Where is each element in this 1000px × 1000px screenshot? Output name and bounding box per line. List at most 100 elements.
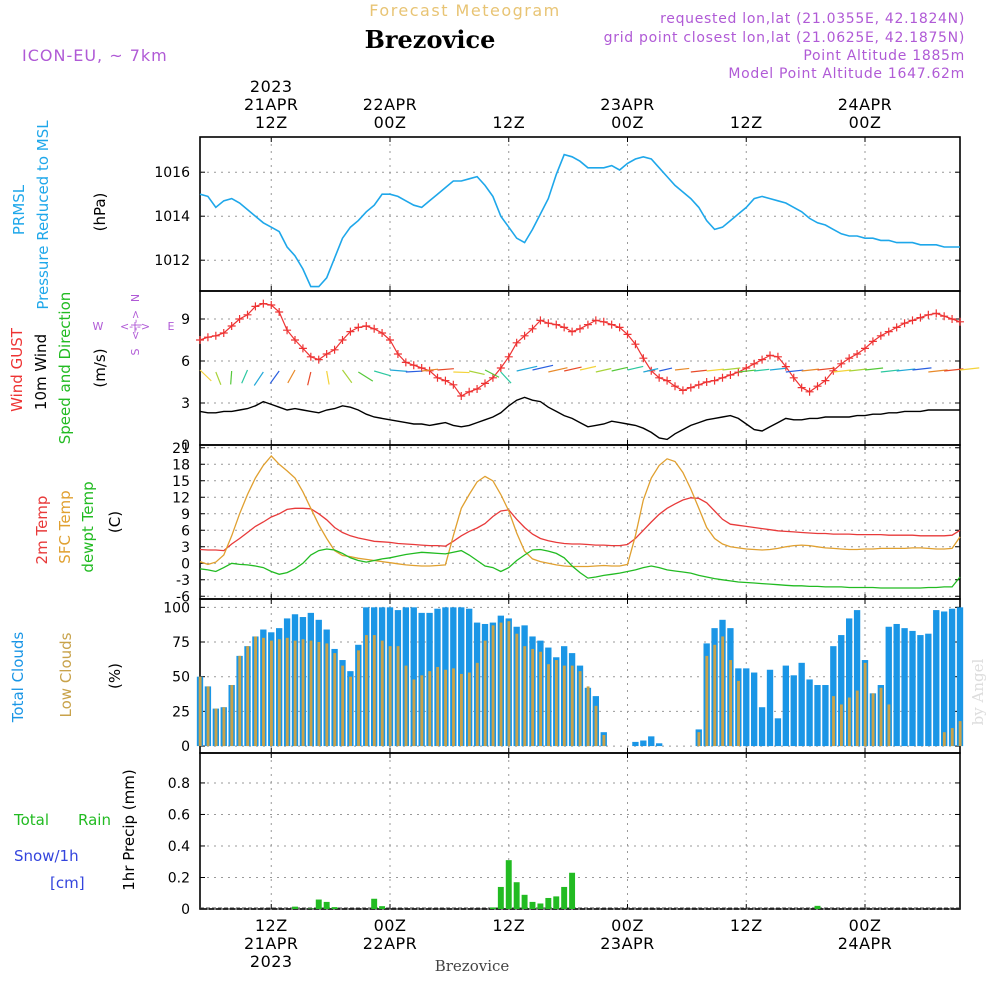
- y-tick-label: 0: [181, 556, 190, 572]
- gust-point: [496, 364, 505, 372]
- gust-point: [401, 358, 410, 367]
- y-tick-label: 15: [172, 474, 190, 490]
- total-cloud-bar: [743, 668, 750, 747]
- bottom-time-label: 24APR: [838, 934, 893, 953]
- rain-bar: [489, 907, 496, 909]
- low-cloud-bar: [325, 643, 329, 747]
- wind-direction-arrow: [241, 369, 249, 384]
- precip-panel: 0 0.2 0.4 0.6 0.8: [168, 752, 961, 918]
- gust-point: [378, 329, 387, 337]
- top-time-label: 22APR: [363, 95, 418, 114]
- panel-frame: [199, 136, 961, 292]
- low-cloud-bar: [950, 728, 954, 747]
- low-cloud-bar: [475, 662, 479, 747]
- gust-point: [520, 331, 529, 340]
- prmsl-label: PRMSL: [10, 184, 28, 235]
- sfc-temp-label: SFC Temp: [56, 490, 74, 563]
- wind-direction-arrow: [358, 371, 374, 382]
- gust-point: [306, 352, 315, 361]
- cloud-unit: (%): [106, 663, 124, 689]
- wind10m-label: 10m Wind: [32, 334, 50, 410]
- wind-speed-dir-label: Speed and Direction: [56, 292, 74, 445]
- total-cloud-bar: [846, 618, 853, 747]
- panel-frame: [199, 444, 961, 600]
- gust-point: [330, 345, 339, 354]
- gust-point: [940, 312, 949, 321]
- gust-point: [631, 340, 640, 349]
- rain-bar: [513, 882, 520, 909]
- low-cloud-bar: [404, 665, 408, 747]
- gust-point: [536, 316, 545, 325]
- gust-point: [892, 323, 901, 332]
- gust-point: [758, 355, 767, 364]
- y-tick-label: 25: [172, 704, 190, 720]
- top-time-label: 12Z: [492, 113, 525, 132]
- gust-point: [916, 313, 925, 322]
- rain-bar: [505, 860, 512, 909]
- y-tick-label: 1012: [154, 253, 190, 269]
- wind-direction-arrow: [564, 366, 582, 372]
- gust-point: [203, 333, 212, 342]
- gust-point: [441, 376, 450, 385]
- wind-direction-arrow: [405, 370, 423, 373]
- compass-arrow-ns: <-|->: [129, 310, 142, 340]
- low-cloud-bar: [602, 734, 606, 747]
- gust-point: [512, 338, 521, 347]
- gust-point: [663, 376, 672, 385]
- wind10m-line: [199, 396, 960, 441]
- low-cloud-bar: [206, 686, 210, 747]
- low-cloud-bar: [372, 635, 376, 747]
- sfc-temp-line: [199, 455, 961, 568]
- y-tick-label: 3: [181, 396, 190, 412]
- y-tick-label: -3: [176, 573, 190, 589]
- total-cloud-bar: [648, 736, 655, 747]
- dewpt-label: dewpt Temp: [79, 481, 97, 572]
- wind-direction-arrow: [896, 368, 916, 372]
- rain-bar: [814, 905, 821, 909]
- low-cloud-bar: [277, 639, 281, 747]
- top-time-label: 00Z: [849, 113, 882, 132]
- wind-direction-arrow: [627, 365, 644, 371]
- temp2m-label: 2m Temp: [33, 496, 51, 565]
- location-title: Brezovice: [365, 25, 496, 54]
- bottom-time-label: 22APR: [363, 934, 418, 953]
- rain-bar: [331, 907, 338, 909]
- low-cloud-bar: [396, 646, 400, 747]
- gust-point: [291, 336, 299, 344]
- requested-coords: requested lon,lat (21.0355E, 42.1824N): [660, 11, 965, 27]
- total-cloud-bar: [766, 669, 774, 747]
- gust-point: [370, 324, 379, 333]
- wind-direction-arrow: [230, 370, 233, 385]
- bottom-time-label: 12Z: [255, 916, 288, 935]
- gust-point: [481, 379, 489, 388]
- y-tick-label: 0: [181, 902, 190, 918]
- rain-bar: [379, 906, 386, 909]
- low-cloud-bar: [737, 680, 740, 747]
- y-tick-label: 12: [172, 490, 190, 506]
- gust-point: [314, 355, 323, 364]
- gust-point: [750, 359, 759, 368]
- gust-point: [702, 378, 711, 386]
- gust-point: [876, 331, 885, 340]
- bottom-time-label: 23APR: [600, 934, 655, 953]
- low-cloud-bar: [317, 642, 321, 747]
- total-cloud-bar: [893, 623, 900, 747]
- gust-point: [861, 344, 869, 353]
- y-tick-label: 3: [181, 540, 190, 556]
- wind-direction-arrow: [928, 369, 948, 373]
- low-cloud-bar: [301, 639, 305, 747]
- low-cloud-bar: [594, 705, 598, 747]
- rain-bar: [497, 886, 504, 909]
- gust-point: [544, 319, 553, 328]
- low-cloud-bar: [958, 721, 962, 747]
- gust-point: [243, 310, 252, 319]
- gust-point: [900, 319, 909, 328]
- total-cloud-bar: [758, 707, 766, 747]
- gust-point: [655, 373, 664, 382]
- wind-panel: 0 3 6 9: [181, 290, 980, 454]
- wind-direction-arrow: [944, 368, 964, 372]
- y-tick-label: 50: [172, 670, 190, 686]
- wind-direction-arrow: [374, 370, 391, 377]
- total-cloud-bar: [640, 740, 647, 747]
